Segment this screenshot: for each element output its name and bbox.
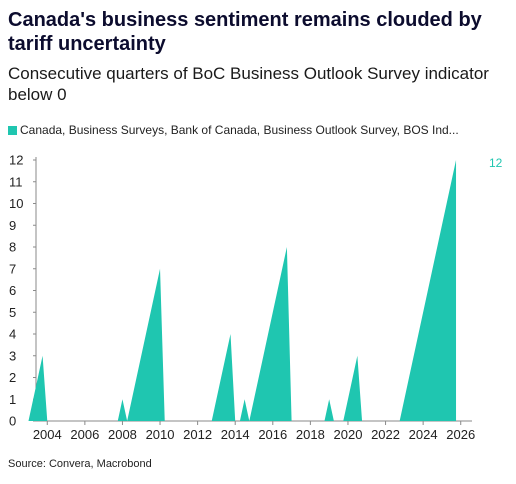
y-tick-label: 4 [9,327,16,342]
legend: Canada, Business Surveys, Bank of Canada… [8,122,513,138]
x-axis: 2004 2006 2008 2010 2012 2014 2016 2018 2020 2022… [33,420,475,442]
y-tick-label: 7 [9,261,16,276]
x-tick-label: 2008 [108,427,137,442]
chart-subtitle: Consecutive quarters of BoC Business Out… [8,64,489,104]
y-tick-label: 10 [9,196,23,211]
y-tick-label: 5 [9,305,16,320]
x-tick-label: 2014 [221,427,250,442]
area-series [28,160,457,421]
y-tick-label: 9 [9,218,16,233]
x-tick-label: 2010 [146,427,175,442]
x-tick-label: 2016 [258,427,287,442]
chart-title: Canada's business sentiment remains clou… [8,9,482,55]
x-tick-label: 2012 [183,427,212,442]
y-tick-label: 11 [9,174,23,189]
y-tick-label: 0 [9,414,16,429]
x-tick-label: 2004 [33,427,62,442]
last-value-label: 12 [489,156,503,170]
x-tick-label: 2026 [446,427,475,442]
x-tick-label: 2022 [371,427,400,442]
y-tick-label: 1 [9,392,16,407]
x-tick-label: 2024 [409,427,438,442]
legend-swatch [8,125,17,135]
y-tick-label: 8 [9,240,16,255]
plot-area: 12 [28,156,503,421]
y-tick-label: 3 [9,348,16,363]
y-tick-label: 6 [9,283,16,298]
x-tick-label: 2006 [70,427,99,442]
y-tick-label: 2 [9,370,16,385]
x-tick-label: 2018 [296,427,325,442]
x-tick-label: 2020 [334,427,363,442]
y-tick-label: 12 [9,153,23,168]
source-note: Source: Convera, Macrobond [8,458,152,470]
